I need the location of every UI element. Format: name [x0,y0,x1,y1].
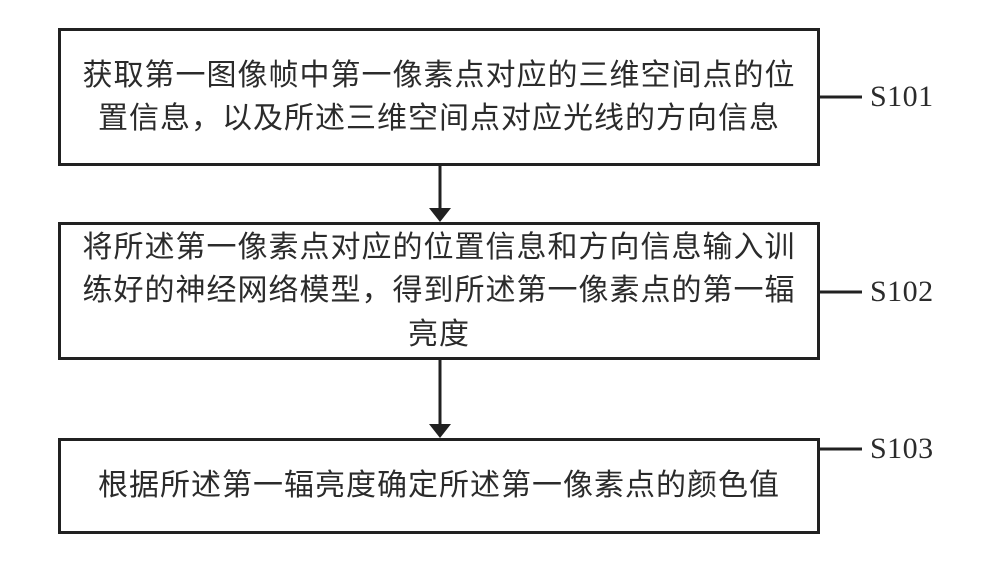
flow-node-s103-text: 根据所述第一辐亮度确定所述第一像素点的颜色值 [98,464,780,508]
flow-node-s102-text: 将所述第一像素点对应的位置信息和方向信息输入训练好的神经网络模型，得到所述第一像… [79,226,799,357]
flowchart-canvas: 获取第一图像帧中第一像素点对应的三维空间点的位置信息，以及所述三维空间点对应光线… [0,0,1000,563]
step-label-s101: S101 [870,80,934,114]
step-label-s103: S103 [870,432,934,466]
flow-node-s103: 根据所述第一辐亮度确定所述第一像素点的颜色值 [58,438,820,534]
flow-node-s102: 将所述第一像素点对应的位置信息和方向信息输入训练好的神经网络模型，得到所述第一像… [58,222,820,360]
step-label-s102: S102 [870,275,934,309]
flow-node-s101-text: 获取第一图像帧中第一像素点对应的三维空间点的位置信息，以及所述三维空间点对应光线… [79,54,799,141]
flow-node-s101: 获取第一图像帧中第一像素点对应的三维空间点的位置信息，以及所述三维空间点对应光线… [58,28,820,166]
